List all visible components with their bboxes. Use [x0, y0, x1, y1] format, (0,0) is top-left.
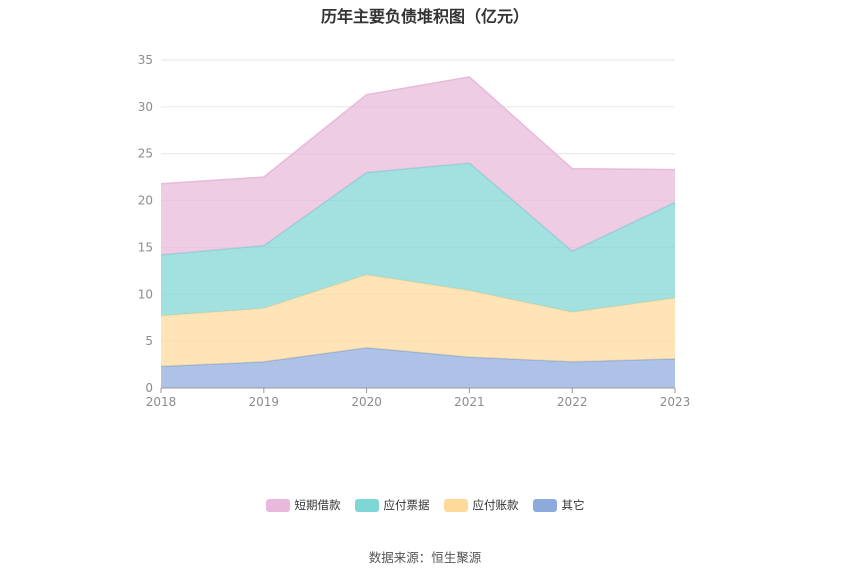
data-source-note: 数据来源：恒生聚源 [368, 550, 482, 565]
legend-swatch [265, 498, 290, 512]
y-tick-label: 20 [138, 194, 153, 208]
axes: 0 5 10 15 20 25 30 35 2018 2019 2020 2021 2022 2023 [138, 53, 691, 409]
legend-swatch [354, 498, 379, 512]
area-2 [161, 163, 675, 316]
legend-item[interactable]: 应付账款 [443, 497, 519, 513]
y-tick-label: 0 [145, 381, 153, 395]
legend-item[interactable]: 短期借款 [265, 497, 341, 513]
area-0 [161, 347, 675, 388]
legend-item[interactable]: 应付票据 [354, 497, 430, 513]
chart-title: 历年主要负债堆积图（亿元） [320, 7, 529, 26]
x-tick-label: 2023 [660, 395, 691, 409]
area-1 [161, 274, 675, 367]
legend-label: 其它 [561, 498, 585, 512]
x-tick-label: 2022 [557, 395, 588, 409]
x-tick-label: 2021 [454, 395, 485, 409]
legend-swatch [443, 498, 468, 512]
legend-label: 短期借款 [294, 498, 341, 512]
legend-label: 应付账款 [472, 498, 519, 512]
area-line-3 [160, 76, 676, 185]
x-tick-label: 2019 [249, 395, 280, 409]
legend-swatch [532, 498, 557, 512]
legend-label: 应付票据 [383, 498, 430, 512]
x-tick-label: 2020 [351, 395, 382, 409]
y-tick-label: 5 [145, 334, 153, 348]
legend-item[interactable]: 其它 [532, 497, 585, 513]
x-tick-label: 2018 [146, 395, 177, 409]
y-tick-label: 30 [138, 100, 153, 114]
legend: 短期借款 应付票据 应付账款 其它 [0, 497, 850, 513]
y-tick-label: 25 [138, 147, 153, 161]
area-3 [161, 76, 675, 255]
y-tick-label: 10 [138, 287, 153, 301]
y-tick-label: 35 [138, 53, 153, 67]
area-series [160, 76, 676, 388]
y-tick-label: 15 [138, 240, 153, 254]
